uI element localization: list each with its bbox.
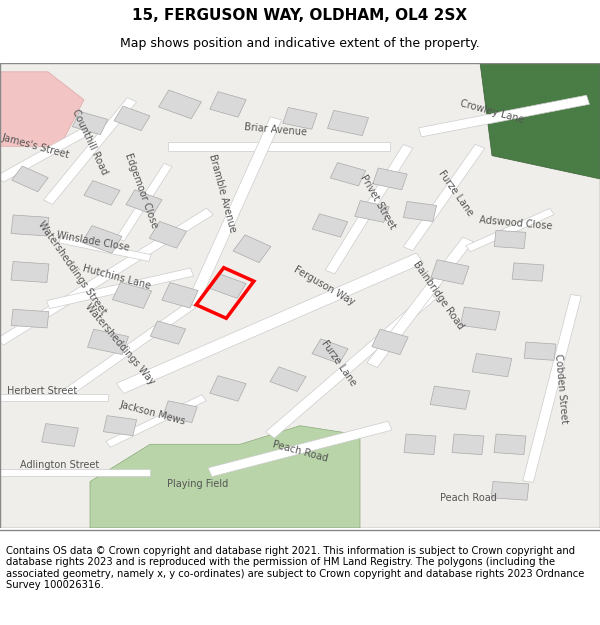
Polygon shape xyxy=(187,117,281,306)
Polygon shape xyxy=(56,301,196,401)
Polygon shape xyxy=(233,235,271,262)
Polygon shape xyxy=(210,274,246,298)
Polygon shape xyxy=(88,329,128,354)
Polygon shape xyxy=(112,282,152,309)
Polygon shape xyxy=(419,95,589,137)
Text: Bainbridge Road: Bainbridge Road xyxy=(411,259,465,331)
Polygon shape xyxy=(373,168,407,190)
Text: Bramble Avenue: Bramble Avenue xyxy=(207,152,237,233)
Polygon shape xyxy=(472,354,512,377)
Polygon shape xyxy=(466,209,554,252)
Text: Cobden Street: Cobden Street xyxy=(553,353,569,424)
Polygon shape xyxy=(524,342,556,361)
Polygon shape xyxy=(312,339,348,364)
Text: Watersheddings Street: Watersheddings Street xyxy=(36,219,108,316)
Polygon shape xyxy=(494,230,526,249)
Polygon shape xyxy=(403,144,485,251)
Text: Jackson Mews: Jackson Mews xyxy=(119,399,187,426)
Polygon shape xyxy=(208,421,392,477)
Polygon shape xyxy=(116,253,424,394)
Polygon shape xyxy=(11,261,49,282)
Text: Adswood Close: Adswood Close xyxy=(479,215,553,231)
Text: Ferguson Way: Ferguson Way xyxy=(292,264,356,308)
Polygon shape xyxy=(59,236,151,261)
Polygon shape xyxy=(523,294,581,482)
Polygon shape xyxy=(168,142,390,151)
Polygon shape xyxy=(0,72,84,146)
Polygon shape xyxy=(283,107,317,129)
Polygon shape xyxy=(210,92,246,117)
Polygon shape xyxy=(372,329,408,354)
Text: Furze Lane: Furze Lane xyxy=(320,338,358,388)
Text: Adlington Street: Adlington Street xyxy=(20,460,100,470)
Polygon shape xyxy=(0,129,87,182)
Polygon shape xyxy=(12,166,48,192)
Text: Herbert Street: Herbert Street xyxy=(7,386,77,396)
Text: James's Street: James's Street xyxy=(1,132,71,160)
Text: Playing Field: Playing Field xyxy=(167,479,229,489)
Polygon shape xyxy=(210,376,246,401)
Polygon shape xyxy=(460,307,500,330)
Polygon shape xyxy=(430,386,470,409)
Polygon shape xyxy=(163,401,197,422)
Polygon shape xyxy=(403,201,437,221)
Text: Counthill Road: Counthill Road xyxy=(70,107,110,176)
Polygon shape xyxy=(270,367,306,391)
Polygon shape xyxy=(11,309,49,328)
Polygon shape xyxy=(491,481,529,500)
Polygon shape xyxy=(325,144,413,274)
Polygon shape xyxy=(404,434,436,454)
Text: Privet Street: Privet Street xyxy=(358,173,398,231)
Polygon shape xyxy=(149,221,187,248)
Polygon shape xyxy=(114,106,150,131)
Polygon shape xyxy=(126,190,162,214)
Polygon shape xyxy=(46,268,194,309)
Polygon shape xyxy=(90,426,360,528)
Text: Contains OS data © Crown copyright and database right 2021. This information is : Contains OS data © Crown copyright and d… xyxy=(6,546,584,591)
Polygon shape xyxy=(103,416,137,436)
Polygon shape xyxy=(84,181,120,205)
Polygon shape xyxy=(313,214,347,237)
Polygon shape xyxy=(0,208,214,345)
Polygon shape xyxy=(0,394,108,401)
Polygon shape xyxy=(151,321,185,344)
Polygon shape xyxy=(355,201,389,222)
Text: Watersheddings Way: Watersheddings Way xyxy=(83,302,157,387)
Text: 15, FERGUSON WAY, OLDHAM, OL4 2SX: 15, FERGUSON WAY, OLDHAM, OL4 2SX xyxy=(133,8,467,23)
Polygon shape xyxy=(480,62,600,179)
Polygon shape xyxy=(41,424,79,446)
Text: Winslade Close: Winslade Close xyxy=(56,231,130,253)
Text: Briar Avenue: Briar Avenue xyxy=(244,122,308,138)
Polygon shape xyxy=(43,98,137,204)
Text: Hutchins Lane: Hutchins Lane xyxy=(82,262,152,291)
Text: Crowley Lane: Crowley Lane xyxy=(459,98,525,125)
Polygon shape xyxy=(0,469,150,476)
Polygon shape xyxy=(73,111,107,134)
Text: Edgemoor Close: Edgemoor Close xyxy=(123,152,159,229)
Text: Peach Road: Peach Road xyxy=(271,439,329,464)
Polygon shape xyxy=(367,237,473,368)
Polygon shape xyxy=(328,111,368,136)
Polygon shape xyxy=(512,263,544,281)
Text: Peach Road: Peach Road xyxy=(440,493,496,503)
Polygon shape xyxy=(162,282,198,308)
Text: Furze Lane: Furze Lane xyxy=(437,168,475,217)
Polygon shape xyxy=(452,434,484,454)
Polygon shape xyxy=(331,162,365,186)
Polygon shape xyxy=(106,395,206,448)
Text: Map shows position and indicative extent of the property.: Map shows position and indicative extent… xyxy=(120,38,480,50)
Polygon shape xyxy=(82,226,122,253)
Polygon shape xyxy=(158,90,202,119)
Polygon shape xyxy=(11,215,49,236)
Polygon shape xyxy=(494,434,526,454)
Polygon shape xyxy=(431,260,469,284)
Polygon shape xyxy=(266,292,436,438)
Polygon shape xyxy=(116,163,172,241)
